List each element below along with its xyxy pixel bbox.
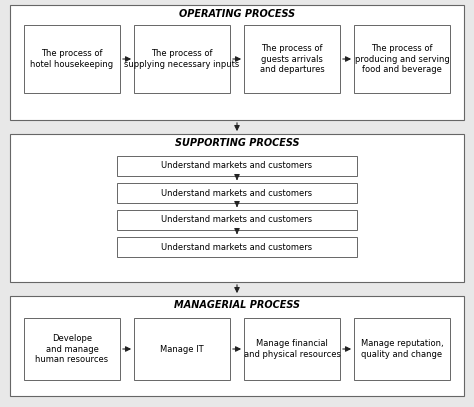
- Bar: [117, 237, 357, 257]
- Bar: [10, 134, 464, 282]
- Text: Understand markets and customers: Understand markets and customers: [162, 215, 312, 225]
- Bar: [354, 318, 450, 380]
- Bar: [244, 318, 340, 380]
- Text: SUPPORTING PROCESS: SUPPORTING PROCESS: [175, 138, 299, 148]
- Bar: [10, 5, 464, 120]
- Text: Manage financial
and physical resources: Manage financial and physical resources: [244, 339, 340, 359]
- Bar: [24, 25, 120, 93]
- Bar: [10, 296, 464, 396]
- Text: Manage reputation,
quality and change: Manage reputation, quality and change: [361, 339, 443, 359]
- Bar: [244, 25, 340, 93]
- Bar: [354, 25, 450, 93]
- Bar: [134, 25, 230, 93]
- Text: Understand markets and customers: Understand markets and customers: [162, 243, 312, 252]
- Text: OPERATING PROCESS: OPERATING PROCESS: [179, 9, 295, 19]
- Text: The process of
supplying necessary inputs: The process of supplying necessary input…: [124, 49, 240, 69]
- Text: Understand markets and customers: Understand markets and customers: [162, 162, 312, 171]
- Bar: [24, 318, 120, 380]
- Text: Develope
and manage
human resources: Develope and manage human resources: [36, 334, 109, 364]
- Bar: [117, 183, 357, 203]
- Text: The process of
producing and serving
food and beverage: The process of producing and serving foo…: [355, 44, 449, 74]
- Text: MANAGERIAL PROCESS: MANAGERIAL PROCESS: [174, 300, 300, 310]
- Bar: [134, 318, 230, 380]
- Text: Manage IT: Manage IT: [160, 344, 204, 354]
- Text: The process of
guests arrivals
and departures: The process of guests arrivals and depar…: [260, 44, 324, 74]
- Bar: [117, 156, 357, 176]
- Text: The process of
hotel housekeeping: The process of hotel housekeeping: [30, 49, 114, 69]
- Text: Understand markets and customers: Understand markets and customers: [162, 188, 312, 197]
- Bar: [117, 210, 357, 230]
